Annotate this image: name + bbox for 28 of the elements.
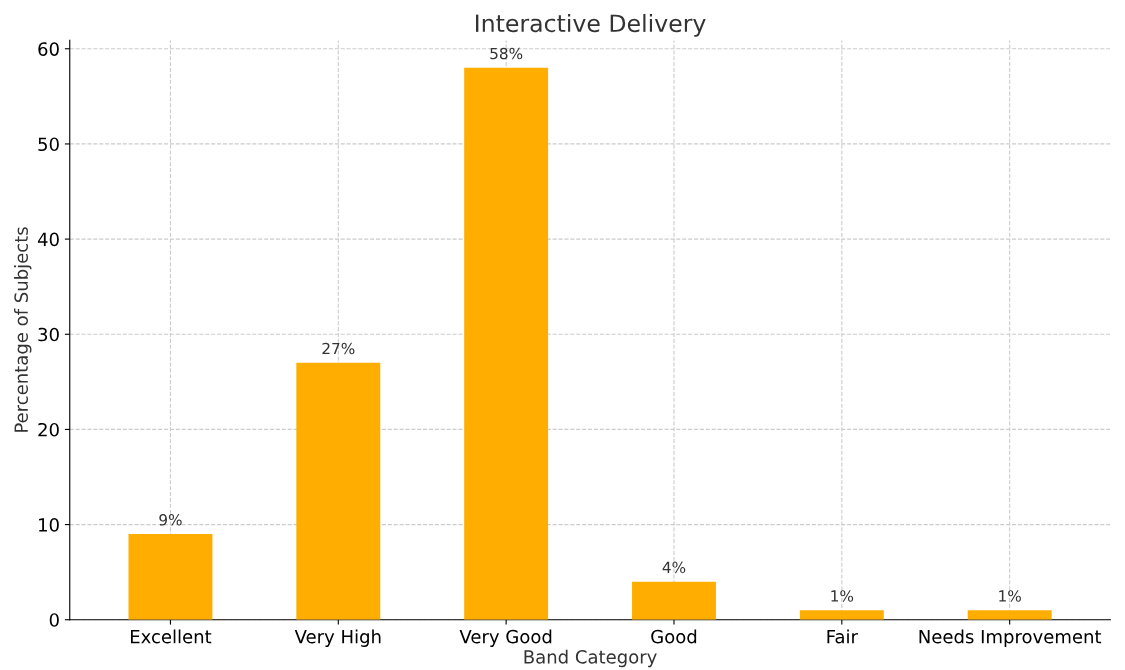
x-tick-label: Very Good [459, 629, 552, 647]
chart-title: Interactive Delivery [476, 13, 706, 37]
x-axis-title: Band Category [524, 649, 657, 668]
data-label: 27% [322, 342, 355, 355]
bar [632, 581, 716, 620]
y-tick-label: 10 [39, 518, 59, 532]
y-tick-label: 30 [38, 327, 59, 342]
x-tick-label: Very High [294, 629, 381, 647]
bar [799, 610, 884, 620]
data-label: 58% [490, 47, 523, 60]
y-axis-title: Percentage of Subjects [14, 227, 32, 432]
y-tick-label: 40 [37, 232, 59, 247]
data-label: 1% [831, 590, 854, 602]
x-tick-label: Needs Improvement [919, 629, 1102, 647]
data-label: 1% [999, 590, 1021, 602]
bar [128, 534, 213, 620]
bar [967, 610, 1052, 620]
x-tick-label: Good [651, 629, 697, 644]
y-tick-label: 60 [38, 42, 59, 56]
data-label: 9% [159, 514, 182, 526]
y-tick-label: 50 [38, 137, 59, 152]
y-tick-label: 20 [38, 422, 59, 437]
data-label: 4% [662, 561, 686, 574]
x-tick-label: Excellent [130, 629, 212, 644]
x-tick-label: Fair [827, 629, 858, 644]
bar [464, 67, 549, 620]
bar [296, 362, 381, 620]
y-tick-label: 0 [49, 613, 59, 627]
